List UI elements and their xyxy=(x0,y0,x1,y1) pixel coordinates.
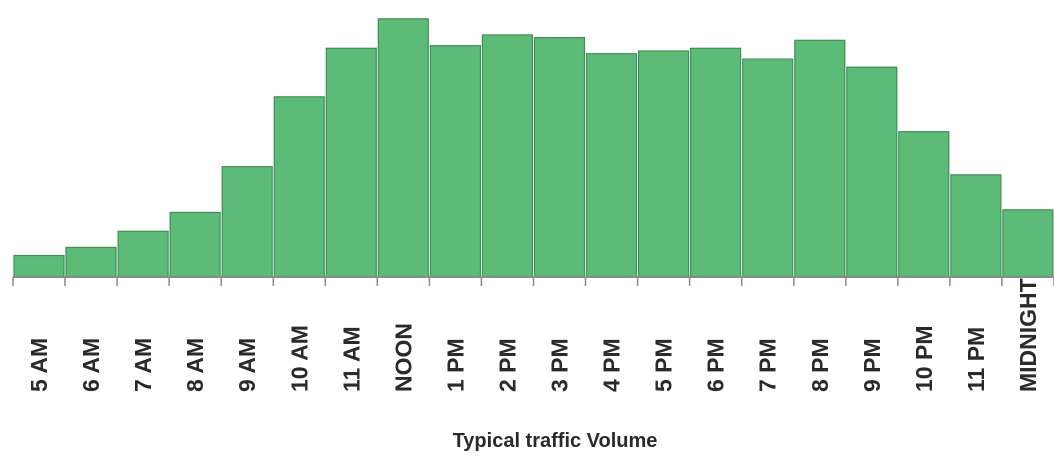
tick-label-8-am: 8 AM xyxy=(182,338,208,392)
x-axis-ticks xyxy=(12,277,1054,286)
bars-group xyxy=(13,18,1054,278)
tick-label-11-am: 11 AM xyxy=(338,326,364,392)
bar-11-am xyxy=(325,47,377,278)
tick-label-5-pm: 5 PM xyxy=(651,338,677,392)
tick-label-7-pm: 7 PM xyxy=(755,338,781,392)
bar-10-am xyxy=(273,96,325,278)
bar-9-pm xyxy=(846,66,898,278)
bar-4-pm xyxy=(585,53,638,278)
bar-9-am xyxy=(221,166,273,278)
tick-label-6-am: 6 AM xyxy=(78,338,104,392)
bar-6-am xyxy=(65,246,117,278)
tick-label-4-pm: 4 PM xyxy=(599,338,625,392)
tick-label-8-pm: 8 PM xyxy=(807,338,833,392)
tick-label-6-pm: 6 PM xyxy=(703,338,729,392)
bar-1-pm xyxy=(429,45,481,278)
tick-label-2-pm: 2 PM xyxy=(495,338,521,392)
bar-3-pm xyxy=(533,36,586,278)
tick-label-10-pm: 10 PM xyxy=(911,326,937,392)
bar-10-pm xyxy=(898,131,950,278)
tick-label-7-am: 7 AM xyxy=(130,338,156,392)
bar-8-am xyxy=(169,211,221,278)
bar-8-pm xyxy=(794,39,846,278)
bar-midnight xyxy=(1002,209,1054,278)
chart-title: Typical traffic Volume xyxy=(453,430,658,452)
bar-7-pm xyxy=(742,58,794,278)
tick-label-noon: NOON xyxy=(390,323,416,392)
tick-label-11-pm: 11 PM xyxy=(963,327,989,392)
tick-label-9-am: 9 AM xyxy=(234,338,260,392)
bar-6-pm xyxy=(689,47,742,278)
tick-label-1-pm: 1 PM xyxy=(442,338,468,392)
x-axis-tick-labels: 5 AM 6 AM 7 AM 8 AM 9 AM 10 AM 11 AM NOON 1 PM 2 … xyxy=(26,278,1041,392)
bar-noon xyxy=(377,18,429,278)
bar-7-am xyxy=(117,230,169,278)
tick-label-5-am: 5 AM xyxy=(26,338,52,392)
bar-2-pm xyxy=(481,34,533,278)
bar-5-am xyxy=(13,254,65,278)
tick-label-10-am: 10 AM xyxy=(286,325,312,392)
tick-label-9-pm: 9 PM xyxy=(859,338,885,392)
tick-label-3-pm: 3 PM xyxy=(547,338,573,392)
tick-label-midnight: MIDNIGHT xyxy=(1015,278,1041,392)
bar-11-pm xyxy=(950,174,1002,278)
bar-5-pm xyxy=(637,50,690,278)
